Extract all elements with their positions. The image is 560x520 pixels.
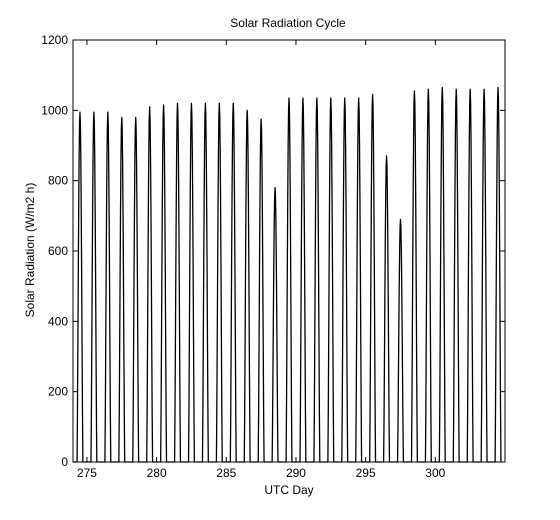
- y-tick-label: 600: [48, 244, 68, 258]
- y-tick-label: 0: [61, 455, 68, 469]
- y-tick-label: 400: [48, 314, 68, 328]
- y-axis-label: Solar Radiation (W/m2 h): [23, 183, 37, 318]
- x-tick-label: 290: [286, 466, 306, 480]
- chart-title: Solar Radiation Cycle: [230, 16, 346, 30]
- y-tick-label: 800: [48, 174, 68, 188]
- x-axis-label: UTC Day: [264, 483, 313, 497]
- y-tick-label: 1000: [41, 103, 68, 117]
- axes-layer: 275 280 285 290 295 300 0 200 400 600 800 1000 1200: [41, 33, 506, 480]
- x-tick-label: 275: [77, 466, 97, 480]
- x-tick-label: 295: [356, 466, 376, 480]
- x-tick-label: 300: [425, 466, 445, 480]
- y-tick-label: 200: [48, 385, 68, 399]
- x-tick-label: 280: [147, 466, 167, 480]
- radiation-series-line: [73, 86, 502, 463]
- x-tick-label: 285: [216, 466, 236, 480]
- plot-layer: [73, 86, 502, 463]
- y-tick-label: 1200: [41, 33, 68, 47]
